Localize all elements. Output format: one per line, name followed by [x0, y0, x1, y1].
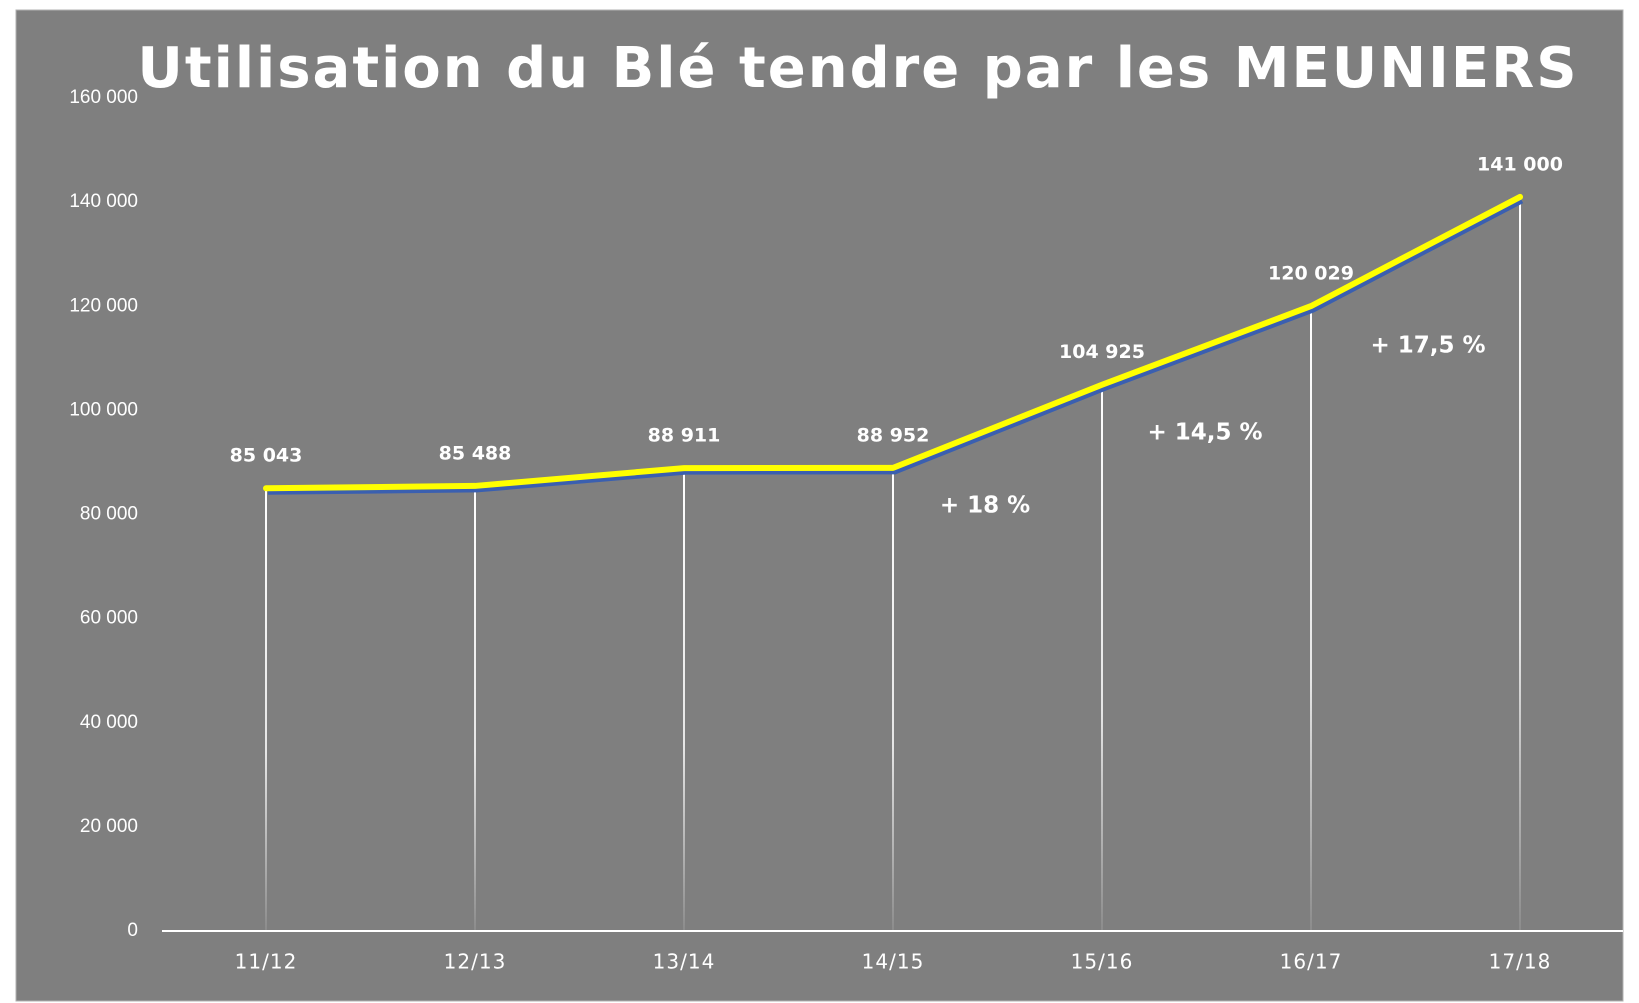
x-tick-label: 16/17: [1280, 950, 1343, 974]
annotation: + 14,5 %: [1147, 420, 1262, 446]
x-tick-label: 14/15: [862, 950, 925, 974]
y-tick-label: 100 000: [69, 399, 138, 420]
data-label: 120 029: [1268, 263, 1354, 285]
y-tick-label: 40 000: [80, 712, 138, 733]
y-tick-label: 140 000: [69, 191, 138, 212]
chart-background: [15, 9, 1624, 1002]
data-label: 88 952: [857, 424, 930, 446]
data-label: 104 925: [1059, 341, 1145, 363]
drop-line: [683, 468, 685, 931]
x-tick-label: 11/12: [235, 950, 298, 974]
y-tick-label: 60 000: [80, 608, 138, 629]
drop-line: [892, 467, 894, 931]
line-shadow: [267, 198, 1524, 495]
drop-line: [474, 485, 476, 931]
x-tick-label: 12/13: [444, 950, 507, 974]
data-label: 85 488: [439, 442, 512, 464]
data-label: 85 043: [230, 445, 303, 467]
data-label: 141 000: [1477, 153, 1563, 175]
x-tick-label: 17/18: [1489, 950, 1552, 974]
chart-title: Utilisation du Blé tendre par les MEUNIE…: [137, 36, 1578, 101]
annotation: + 18 %: [940, 493, 1030, 519]
line: [263, 193, 1523, 492]
y-tick-label: 80 000: [80, 504, 138, 525]
y-tick-label: 160 000: [69, 87, 138, 108]
data-label: 88 911: [648, 425, 721, 447]
drop-line: [265, 488, 267, 931]
drop-line: [1101, 384, 1103, 931]
y-tick-label: 120 000: [69, 295, 138, 316]
annotation: + 17,5 %: [1370, 333, 1485, 359]
drop-line: [1310, 306, 1312, 932]
x-tick-label: 15/16: [1071, 950, 1134, 974]
y-tick-label: 20 000: [80, 816, 138, 837]
drop-line: [1519, 196, 1521, 931]
x-tick-label: 13/14: [653, 950, 716, 974]
y-tick-label: 0: [127, 920, 138, 941]
